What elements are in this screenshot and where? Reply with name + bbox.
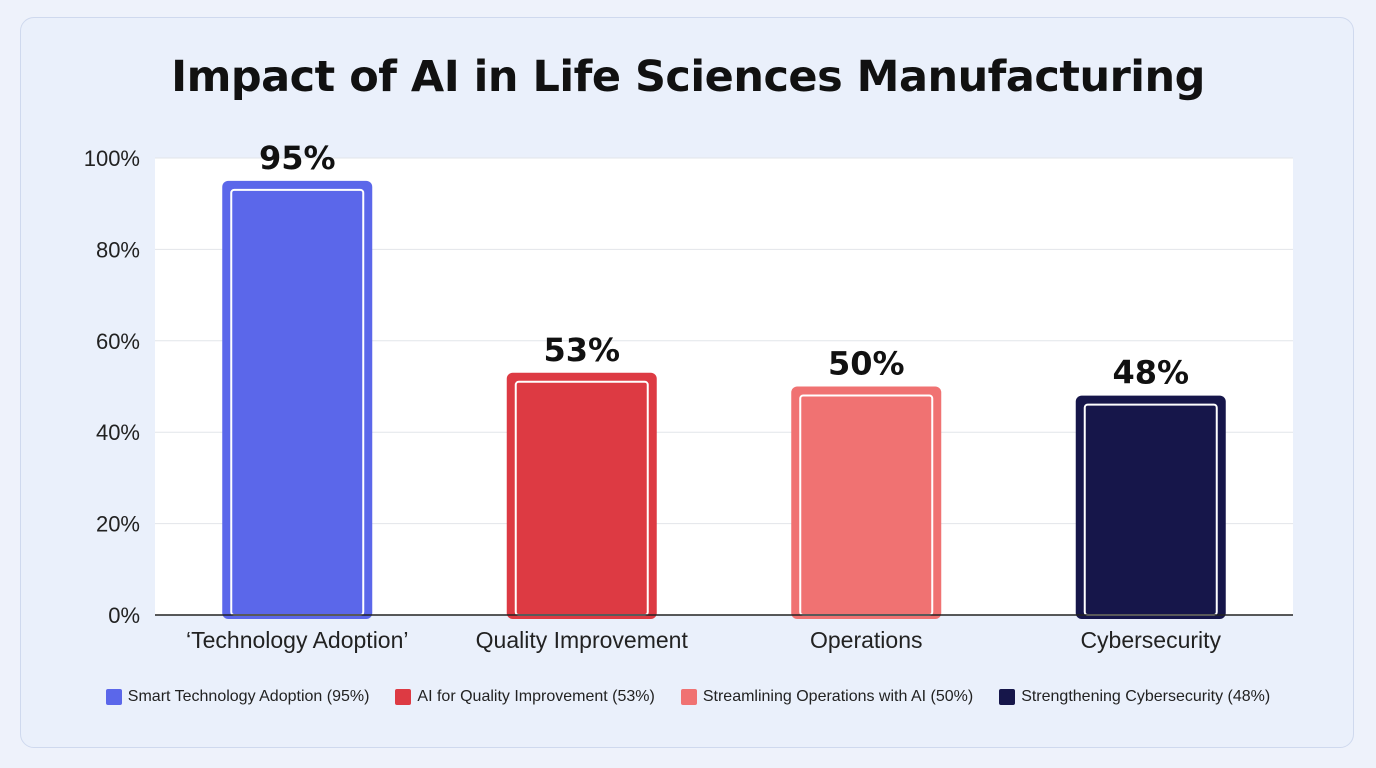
legend-label: Smart Technology Adoption (95%) xyxy=(127,688,370,705)
bar xyxy=(222,180,373,619)
legend-swatch xyxy=(680,689,697,705)
data-labels: 95% 53% 50% 48% xyxy=(259,139,1189,392)
legend-swatch xyxy=(395,689,412,705)
y-tick-label: 100% xyxy=(84,146,140,171)
y-tick-label: 60% xyxy=(96,329,140,354)
legend-label: Streamlining Operations with AI (50%) xyxy=(702,688,974,705)
y-axis-ticks: 0% 20% 40% 60% 80% 100% xyxy=(84,146,140,628)
bar xyxy=(1075,395,1226,619)
data-label: 48% xyxy=(1112,354,1189,392)
x-tick-label: Operations xyxy=(810,627,923,653)
legend-swatch xyxy=(999,689,1016,705)
legend-item: Strengthening Cybersecurity (48%) xyxy=(999,688,1270,706)
y-tick-label: 40% xyxy=(96,420,140,445)
legend-label: Strengthening Cybersecurity (48%) xyxy=(1021,688,1271,705)
bar xyxy=(506,372,657,619)
x-axis-ticks: ‘Technology Adoption’ Quality Improvement… xyxy=(186,627,1222,653)
x-tick-label: ‘Technology Adoption’ xyxy=(186,627,409,653)
y-tick-label: 0% xyxy=(108,603,140,628)
y-tick-label: 80% xyxy=(96,237,140,262)
data-label: 95% xyxy=(259,139,336,177)
data-label: 53% xyxy=(543,331,620,369)
x-tick-label: Cybersecurity xyxy=(1080,627,1221,653)
bar xyxy=(791,386,942,619)
legend-item: AI for Quality Improvement (53%) xyxy=(395,688,655,706)
y-tick-label: 20% xyxy=(96,512,140,537)
legend-swatch xyxy=(105,689,122,705)
data-label: 50% xyxy=(828,345,905,383)
legend-item: Smart Technology Adoption (95%) xyxy=(105,688,370,706)
legend-label: AI for Quality Improvement (53%) xyxy=(417,688,655,705)
legend: Smart Technology Adoption (95%) AI for Qu… xyxy=(0,688,1376,706)
legend-item: Streamlining Operations with AI (50%) xyxy=(680,688,974,706)
x-tick-label: Quality Improvement xyxy=(476,627,689,653)
chart-title: Impact of AI in Life Sciences Manufactur… xyxy=(171,52,1205,102)
bars xyxy=(222,180,1226,619)
